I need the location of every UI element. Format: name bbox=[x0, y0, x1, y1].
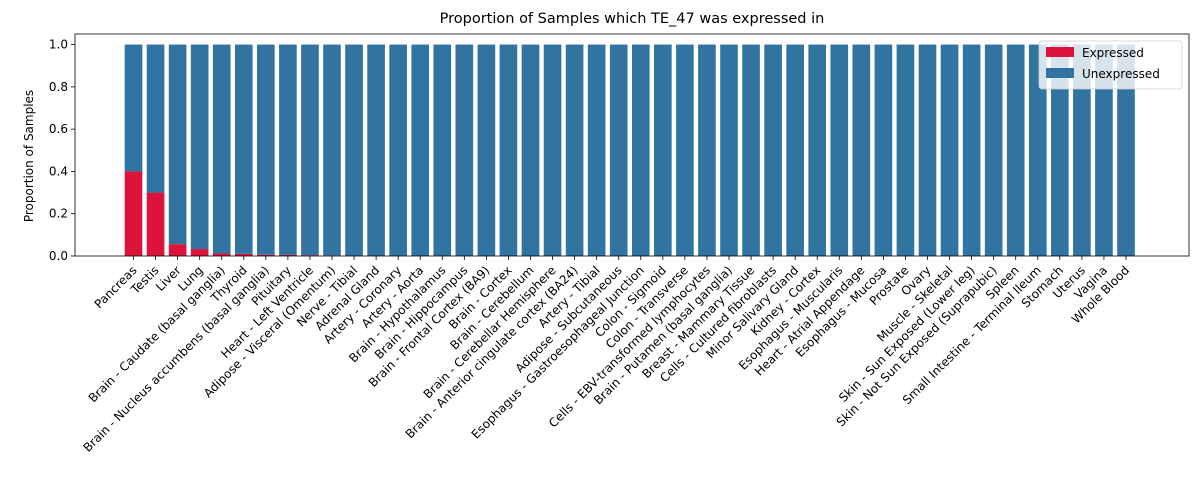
y-tick-label: 0.0 bbox=[49, 249, 68, 263]
bar-unexpressed-3 bbox=[190, 44, 209, 250]
bar-unexpressed-25 bbox=[676, 44, 694, 256]
legend-swatch-expressed bbox=[1046, 47, 1074, 57]
bar-unexpressed-10 bbox=[345, 44, 363, 256]
bar-expressed-1 bbox=[146, 192, 165, 256]
bar-unexpressed-32 bbox=[830, 44, 849, 256]
bar-expressed-8 bbox=[301, 255, 319, 256]
y-axis: 0.0 0.2 0.4 0.6 0.8 1.0 bbox=[49, 38, 75, 263]
bar-unexpressed-41 bbox=[1028, 44, 1047, 256]
bar-unexpressed-1 bbox=[146, 44, 165, 193]
legend-swatch-unexpressed bbox=[1046, 68, 1074, 78]
bar-unexpressed-40 bbox=[1006, 44, 1025, 256]
bar-unexpressed-30 bbox=[786, 44, 804, 256]
bar-unexpressed-36 bbox=[918, 44, 937, 256]
bar-unexpressed-4 bbox=[212, 44, 231, 254]
bar-unexpressed-45 bbox=[1117, 44, 1135, 256]
bar-unexpressed-37 bbox=[940, 44, 959, 256]
bar-unexpressed-19 bbox=[543, 44, 562, 256]
bar-unexpressed-22 bbox=[609, 44, 628, 256]
y-tick-label: 0.2 bbox=[49, 207, 68, 221]
bar-unexpressed-35 bbox=[896, 44, 915, 256]
bar-unexpressed-31 bbox=[808, 44, 827, 256]
legend: Expressed Unexpressed bbox=[1038, 40, 1183, 90]
bar-unexpressed-0 bbox=[124, 44, 143, 172]
bar-unexpressed-6 bbox=[257, 44, 275, 255]
y-axis-label: Proportion of Samples bbox=[22, 90, 36, 222]
bar-unexpressed-20 bbox=[565, 44, 584, 256]
legend-box bbox=[1038, 40, 1183, 90]
bar-unexpressed-14 bbox=[433, 44, 452, 256]
bar-unexpressed-29 bbox=[764, 44, 782, 256]
y-tick-label: 0.8 bbox=[49, 80, 68, 94]
bar-unexpressed-16 bbox=[477, 44, 496, 256]
bar-expressed-3 bbox=[190, 249, 209, 256]
bar-unexpressed-43 bbox=[1073, 44, 1091, 256]
bar-unexpressed-2 bbox=[168, 44, 187, 245]
bar-unexpressed-18 bbox=[521, 44, 540, 256]
bar-expressed-5 bbox=[234, 253, 253, 256]
bar-unexpressed-24 bbox=[654, 44, 672, 256]
bar-expressed-7 bbox=[279, 254, 297, 256]
bar-unexpressed-15 bbox=[455, 44, 474, 256]
bar-unexpressed-8 bbox=[301, 44, 319, 256]
bar-unexpressed-11 bbox=[367, 44, 385, 256]
y-tick-label: 0.4 bbox=[49, 164, 68, 178]
bar-expressed-2 bbox=[168, 244, 187, 256]
legend-label-expressed: Expressed bbox=[1082, 46, 1144, 60]
bar-unexpressed-12 bbox=[389, 44, 407, 256]
bar-unexpressed-5 bbox=[234, 44, 253, 254]
bar-unexpressed-9 bbox=[323, 44, 341, 256]
bar-unexpressed-33 bbox=[852, 44, 871, 256]
plot-frame bbox=[74, 33, 1190, 257]
bar-unexpressed-23 bbox=[631, 44, 650, 256]
bar-expressed-4 bbox=[212, 253, 231, 256]
legend-label-unexpressed: Unexpressed bbox=[1082, 67, 1160, 81]
bar-unexpressed-21 bbox=[587, 44, 606, 256]
bar-unexpressed-7 bbox=[279, 44, 297, 255]
bar-unexpressed-26 bbox=[698, 44, 716, 256]
bar-unexpressed-34 bbox=[874, 44, 893, 256]
bar-unexpressed-42 bbox=[1051, 44, 1069, 256]
bar-unexpressed-39 bbox=[984, 44, 1003, 256]
bar-expressed-0 bbox=[124, 171, 143, 256]
bar-expressed-6 bbox=[257, 254, 275, 256]
bar-unexpressed-27 bbox=[720, 44, 738, 256]
bar-unexpressed-44 bbox=[1095, 44, 1113, 256]
bar-unexpressed-17 bbox=[499, 44, 518, 256]
bars-group bbox=[124, 44, 1135, 256]
chart-title: Proportion of Samples which TE_47 was ex… bbox=[440, 11, 825, 27]
bar-unexpressed-38 bbox=[962, 44, 981, 256]
bar-unexpressed-13 bbox=[411, 44, 430, 256]
y-tick-label: 0.6 bbox=[49, 122, 68, 136]
y-tick-label: 1.0 bbox=[49, 38, 68, 52]
bar-unexpressed-28 bbox=[742, 44, 760, 256]
